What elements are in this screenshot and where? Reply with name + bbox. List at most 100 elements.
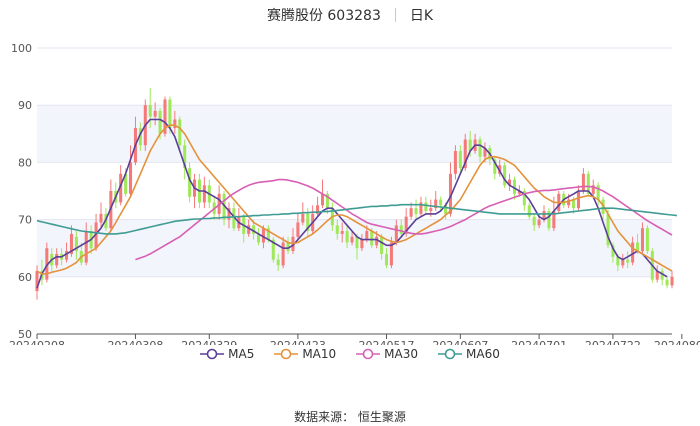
candle-body (453, 150, 457, 174)
candle-body (458, 150, 462, 169)
legend-marker (356, 348, 381, 360)
candle-body (375, 236, 379, 246)
legend-item-ma60[interactable]: MA60 (438, 347, 500, 361)
candle-body (463, 139, 467, 169)
candle-body (606, 213, 610, 246)
candle-body (409, 208, 413, 217)
candle-body (655, 271, 659, 280)
x-tick-label: 20240809 (654, 339, 700, 345)
x-tick-label: 20240701 (511, 339, 567, 345)
legend-label: MA60 (466, 347, 500, 361)
candle-body (616, 256, 620, 266)
legend-label: MA30 (384, 347, 419, 361)
candle-body (45, 248, 49, 280)
candle-body (404, 216, 408, 234)
title-separator (394, 8, 396, 22)
candle-body (503, 165, 507, 186)
candle-body (493, 159, 497, 174)
candle-body (232, 208, 236, 229)
candle-body (434, 199, 438, 209)
candle-body (547, 211, 551, 229)
candle-body (350, 236, 354, 243)
candle-body (153, 110, 157, 117)
candle-body (340, 231, 344, 234)
candle-body (183, 145, 187, 169)
x-tick-label: 20240607 (432, 339, 488, 345)
candle-body (424, 202, 428, 212)
legend-marker (438, 348, 463, 360)
candle-body (512, 179, 517, 194)
candle-body (552, 211, 556, 229)
candle-body (542, 211, 546, 220)
candle-body (281, 242, 285, 266)
candle-body (148, 105, 152, 117)
candle-body (517, 191, 521, 194)
candle-body (532, 216, 536, 226)
candle-body (380, 236, 384, 254)
candle-body (188, 168, 192, 197)
legend-marker (274, 348, 299, 360)
candle-body (119, 173, 123, 203)
candle-body (247, 225, 251, 234)
y-tick-label: 50 (18, 328, 32, 341)
candle-body (414, 208, 418, 214)
legend-label: MA10 (302, 347, 337, 361)
candle-body (370, 231, 374, 246)
legend-item-ma30[interactable]: MA30 (356, 347, 418, 361)
candle-body (645, 228, 649, 252)
period-label: 日K (409, 8, 434, 24)
candle-body (84, 231, 88, 263)
legend-marker (200, 348, 225, 360)
candle-body (429, 208, 433, 212)
candle-body (173, 119, 177, 129)
candle-body (222, 193, 226, 220)
ma60-line (36, 203, 677, 235)
legend: MA5 MA10 MA30 MA60 (0, 347, 700, 361)
candle-body (384, 253, 389, 266)
ma30-line (135, 178, 673, 261)
candle-body (389, 242, 393, 266)
candle-body (124, 173, 128, 194)
candle-body (306, 213, 310, 232)
candle-body (335, 225, 339, 234)
chart-title: 赛腾股份 603283 日K (0, 4, 700, 26)
candlestick-chart: 50 60 70 80 90 100 20240208 20240308 20240329 202… (9, 42, 700, 345)
candle-body (320, 193, 325, 206)
candle-body (360, 239, 364, 249)
candle-body (261, 228, 265, 243)
y-tick-label: 70 (18, 214, 32, 227)
candle-body (178, 119, 182, 146)
plot-band (37, 105, 672, 163)
candle-body (94, 222, 98, 249)
candle-body (286, 242, 290, 252)
candle-body (129, 162, 133, 194)
candle-body (394, 225, 398, 243)
candle-body (276, 259, 280, 266)
candle-body (419, 202, 423, 214)
candle-body (527, 205, 531, 217)
candle-body (631, 242, 635, 263)
candle-body (611, 245, 615, 257)
ma10-line (36, 124, 673, 275)
candle-body (227, 208, 231, 220)
x-tick-label: 20240208 (9, 339, 65, 345)
candle-body (626, 259, 630, 263)
candle-body (99, 213, 103, 223)
candle-body (448, 173, 453, 214)
plot-band (37, 219, 672, 277)
candle-body (468, 139, 472, 151)
candle-body (266, 228, 270, 240)
candle-body (138, 128, 142, 146)
x-tick-label: 20240308 (107, 339, 163, 345)
candle-body (355, 236, 359, 249)
candle-body (35, 271, 39, 292)
candle-body (158, 110, 162, 134)
legend-item-ma10[interactable]: MA10 (274, 347, 336, 361)
legend-item-ma5[interactable]: MA5 (200, 347, 254, 361)
y-tick-label: 80 (18, 156, 32, 169)
candle-body (640, 228, 644, 252)
candle-body (522, 191, 526, 206)
x-tick-label: 20240722 (585, 339, 641, 345)
candle-body (202, 185, 206, 203)
candle-body (483, 148, 487, 157)
